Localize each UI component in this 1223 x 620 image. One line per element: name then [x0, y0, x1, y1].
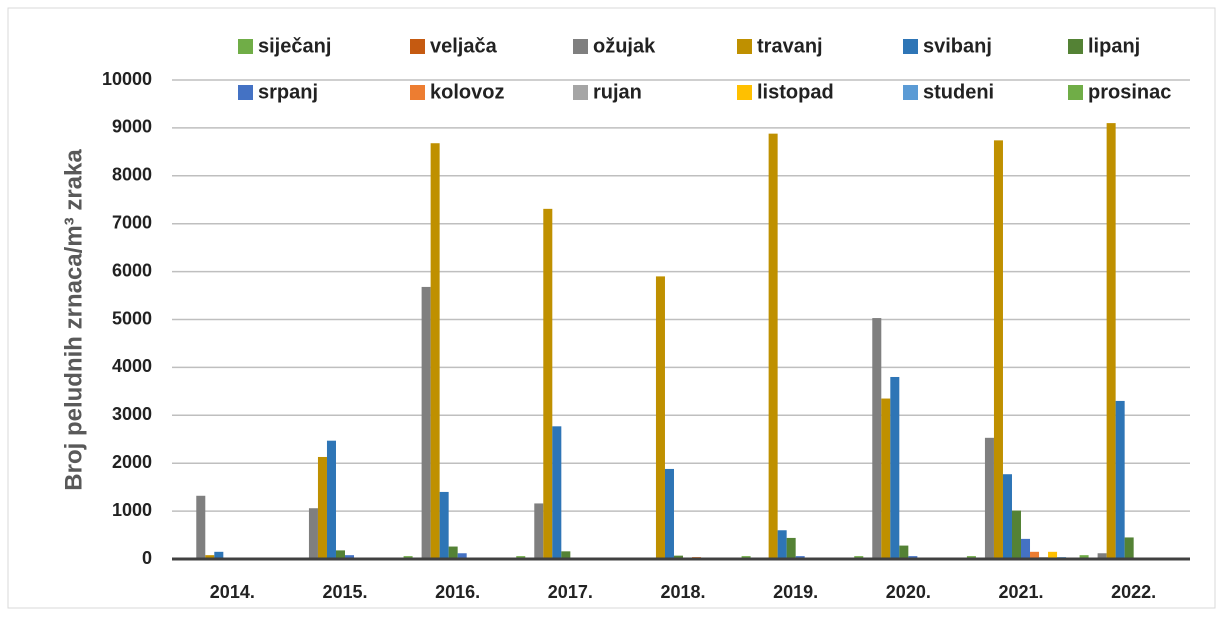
bar: [984, 437, 994, 559]
bar: [768, 133, 778, 559]
x-tick-label: 2016.: [435, 582, 480, 602]
bar: [448, 546, 458, 559]
bar: [1002, 474, 1012, 559]
x-tick-label: 2022.: [1111, 582, 1156, 602]
bar: [786, 537, 796, 559]
legend-label: prosinac: [1088, 81, 1171, 103]
y-tick-label: 2000: [112, 452, 152, 472]
bar: [881, 398, 891, 559]
y-tick-label: 6000: [112, 260, 152, 280]
bar: [421, 286, 431, 559]
bar: [1115, 400, 1125, 559]
y-tick-label: 3000: [112, 404, 152, 424]
bar: [1106, 123, 1116, 560]
legend-label: rujan: [593, 81, 642, 103]
bar: [664, 468, 674, 559]
y-tick-label: 9000: [112, 117, 152, 137]
bar: [1011, 510, 1021, 559]
y-tick-label: 8000: [112, 165, 152, 185]
legend-swatch: [410, 39, 425, 54]
bar: [777, 530, 787, 559]
x-tick-label: 2019.: [773, 582, 818, 602]
legend-swatch: [573, 39, 588, 54]
bar: [655, 276, 665, 559]
legend-label: travanj: [757, 35, 823, 57]
legend-swatch: [737, 85, 752, 100]
x-tick-label: 2015.: [322, 582, 367, 602]
legend-swatch: [238, 39, 253, 54]
legend-swatch: [1068, 39, 1083, 54]
legend-label: srpanj: [258, 81, 318, 103]
bar: [561, 551, 571, 559]
legend-swatch: [410, 85, 425, 100]
y-tick-label: 1000: [112, 500, 152, 520]
bar: [317, 456, 327, 559]
bar: [899, 545, 909, 559]
x-tick-label: 2014.: [210, 582, 255, 602]
legend-label: kolovoz: [430, 81, 504, 103]
y-tick-label: 10000: [102, 69, 152, 89]
bar: [335, 550, 345, 559]
bar: [430, 143, 440, 559]
bar: [543, 208, 553, 559]
legend-label: ožujak: [593, 35, 656, 57]
bar: [205, 555, 215, 559]
bar: [439, 491, 449, 559]
bar: [1021, 538, 1031, 559]
y-tick-label: 5000: [112, 308, 152, 328]
bar: [534, 503, 544, 559]
bar: [326, 440, 336, 559]
bar: [1097, 553, 1107, 559]
x-tick-label: 2018.: [660, 582, 705, 602]
bar: [196, 495, 206, 559]
bar: [673, 555, 683, 559]
bar: [1079, 555, 1089, 559]
bar: [890, 376, 900, 559]
y-tick-label: 4000: [112, 356, 152, 376]
y-tick-label: 7000: [112, 212, 152, 232]
legend-label: listopad: [757, 81, 834, 103]
legend-label: svibanj: [923, 35, 992, 57]
legend-label: veljača: [430, 35, 498, 57]
bar: [345, 555, 355, 559]
x-tick-label: 2017.: [548, 582, 593, 602]
legend-swatch: [1068, 85, 1083, 100]
legend-swatch: [903, 85, 918, 100]
x-tick-label: 2020.: [886, 582, 931, 602]
bar: [872, 318, 882, 559]
bar: [1030, 551, 1040, 559]
y-axis-label: Broj peludnih zrnaca/m³ zraka: [60, 149, 87, 491]
legend-label: lipanj: [1088, 35, 1140, 57]
legend-label: studeni: [923, 81, 994, 103]
legend-label: siječanj: [258, 35, 331, 57]
chart-frame: [7, 7, 1216, 609]
y-tick-label: 0: [142, 548, 152, 568]
bar: [457, 553, 467, 559]
bar: [1048, 551, 1058, 559]
legend-swatch: [737, 39, 752, 54]
bar: [1124, 537, 1134, 559]
bar: [214, 551, 224, 559]
legend-swatch: [238, 85, 253, 100]
legend-swatch: [903, 39, 918, 54]
bar: [552, 426, 562, 559]
bar: [993, 140, 1003, 559]
legend-swatch: [573, 85, 588, 100]
bar: [308, 508, 318, 559]
x-tick-label: 2021.: [998, 582, 1043, 602]
